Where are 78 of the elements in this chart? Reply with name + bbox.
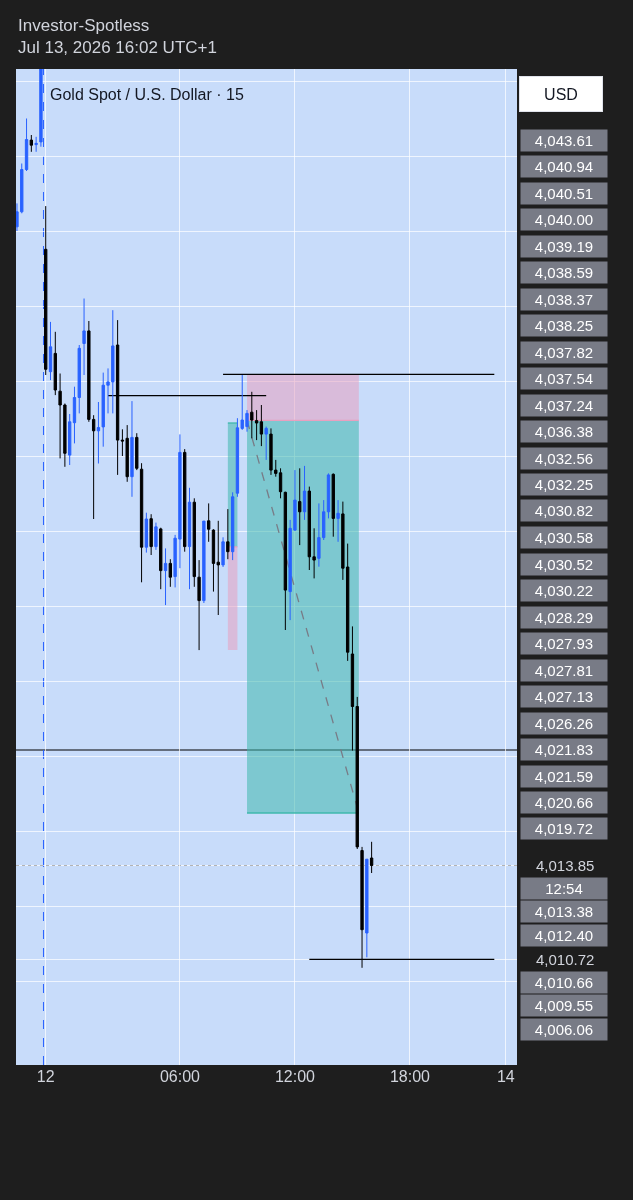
candlestick — [48, 321, 53, 381]
candlestick — [283, 491, 288, 631]
text: 4,021.83 — [534, 741, 594, 758]
text: 4,009.55 — [534, 997, 594, 1014]
text: 4,021.59 — [534, 768, 594, 785]
text: 4,027.81 — [534, 662, 594, 679]
candlestick — [53, 331, 57, 396]
text: 4,020.66 — [534, 794, 594, 811]
candlestick — [264, 426, 268, 461]
candlestick — [221, 536, 225, 568]
chart-subtitle: Investor-Spotless Jul 13, 2026 16:02 UTC+1 — [18, 16, 217, 58]
x-tick-label: 18:00 — [389, 1068, 431, 1085]
text: 4,030.82 — [534, 502, 594, 519]
candlestick — [44, 205, 48, 376]
y-axis-title: USD — [544, 85, 578, 103]
text: 4,030.52 — [534, 556, 594, 573]
candlestick — [168, 558, 172, 588]
candlestick — [206, 502, 211, 543]
candlestick — [159, 527, 163, 590]
x-tick-label: 14 — [496, 1068, 515, 1085]
text: Gold Spot / U.S. Dollar · 15 — [50, 85, 244, 103]
text: 4,010.66 — [534, 974, 594, 991]
text: 4,032.56 — [534, 450, 594, 467]
y-tick-label: 4,013.85 — [536, 856, 595, 874]
text: 4,037.24 — [534, 397, 594, 414]
x-tick-label: 12 — [36, 1068, 55, 1085]
text: 4,039.19 — [534, 238, 594, 255]
candlestick — [163, 547, 168, 606]
candlestick — [365, 858, 369, 958]
candlestick — [149, 513, 153, 556]
candlestick — [34, 136, 38, 153]
text: 4,027.13 — [534, 688, 594, 705]
candlestick — [336, 499, 340, 543]
candlestick — [139, 462, 144, 583]
candlestick — [226, 508, 230, 560]
text: 4,038.37 — [534, 291, 594, 308]
candlestick — [187, 487, 192, 590]
text: 4,043.61 — [534, 132, 594, 149]
text: 4,027.93 — [534, 635, 594, 652]
candlestick — [216, 520, 220, 616]
text: 4,040.00 — [534, 211, 594, 228]
candlestick — [154, 522, 158, 551]
candlestick — [259, 404, 264, 447]
candlestick — [144, 512, 149, 554]
x-tick-label: 12:00 — [274, 1068, 316, 1085]
text: 4,026.26 — [534, 715, 594, 732]
text: 4,012.40 — [534, 927, 594, 944]
candlestick — [125, 424, 129, 483]
candlestick — [230, 491, 235, 561]
x-tick-label: 06:00 — [159, 1068, 201, 1085]
candlestick — [29, 134, 34, 153]
y-tick-label: 4,010.72 — [536, 950, 595, 968]
text: 4,037.54 — [534, 370, 594, 387]
text: 4,038.25 — [534, 317, 594, 334]
candlestick — [302, 465, 307, 521]
text: 4,038.59 — [534, 264, 594, 281]
text: 12:54 — [545, 880, 583, 897]
candlestick — [130, 400, 134, 498]
text: 4,040.51 — [534, 185, 594, 202]
text: 4,030.22 — [534, 582, 594, 599]
text: 4,037.82 — [534, 344, 594, 361]
candlestick — [369, 841, 374, 874]
text: 4,030.58 — [534, 529, 594, 546]
text: 4,019.72 — [534, 820, 594, 837]
candlestick — [197, 559, 201, 651]
text: 4,006.06 — [534, 1021, 594, 1038]
candlestick — [135, 432, 139, 471]
candlestick — [202, 520, 206, 604]
candlestick — [82, 298, 86, 376]
text: 4,028.29 — [534, 609, 594, 626]
text: 4,032.25 — [534, 476, 594, 493]
text: 4,036.38 — [534, 423, 594, 440]
candlestick — [183, 448, 187, 553]
candlestick — [331, 472, 335, 538]
text: 4,040.94 — [534, 158, 594, 175]
candlestick — [192, 497, 196, 588]
text: 4,013.38 — [534, 903, 594, 920]
candlestick — [298, 467, 302, 546]
